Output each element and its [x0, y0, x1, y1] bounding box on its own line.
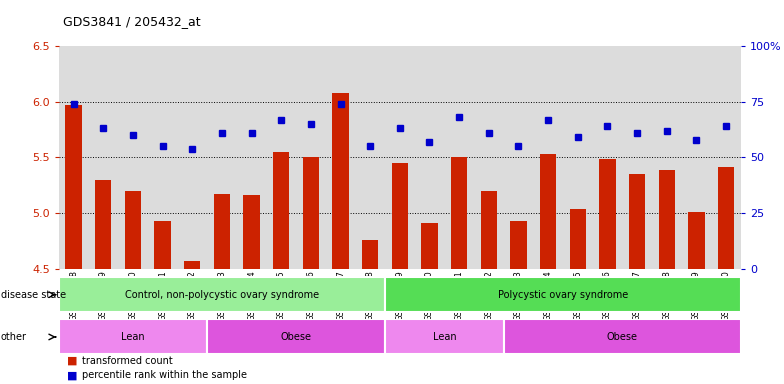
Text: Lean: Lean	[433, 332, 456, 342]
Bar	[540, 154, 557, 269]
Bar	[392, 163, 408, 269]
Bar	[599, 159, 615, 269]
Bar	[125, 191, 141, 269]
Bar	[214, 194, 230, 269]
Text: Control, non-polycystic ovary syndrome: Control, non-polycystic ovary syndrome	[125, 290, 319, 300]
Text: transformed count: transformed count	[82, 356, 173, 366]
Bar	[303, 157, 319, 269]
Bar	[481, 191, 497, 269]
Bar	[207, 319, 385, 354]
Text: other: other	[1, 332, 27, 342]
Bar	[688, 212, 705, 269]
Text: Polycystic ovary syndrome: Polycystic ovary syndrome	[498, 290, 628, 300]
Bar	[332, 93, 349, 269]
Bar	[154, 221, 171, 269]
Bar	[503, 319, 741, 354]
Text: GDS3841 / 205432_at: GDS3841 / 205432_at	[63, 15, 201, 28]
Bar	[510, 221, 527, 269]
Bar	[184, 261, 201, 269]
Bar	[718, 167, 734, 269]
Bar	[59, 277, 385, 312]
Bar	[66, 105, 82, 269]
Text: ■: ■	[67, 370, 77, 380]
Text: Obese: Obese	[607, 332, 637, 342]
Bar	[629, 174, 645, 269]
Bar	[451, 157, 467, 269]
Text: Obese: Obese	[281, 332, 311, 342]
Bar	[659, 170, 675, 269]
Bar	[243, 195, 260, 269]
Bar	[362, 240, 379, 269]
Bar	[59, 319, 207, 354]
Text: disease state: disease state	[1, 290, 66, 300]
Text: ■: ■	[67, 356, 77, 366]
Bar	[385, 277, 741, 312]
Text: percentile rank within the sample: percentile rank within the sample	[82, 370, 247, 380]
Bar	[385, 319, 503, 354]
Bar	[273, 152, 289, 269]
Bar	[570, 209, 586, 269]
Text: Lean: Lean	[121, 332, 145, 342]
Bar	[95, 180, 111, 269]
Bar	[421, 223, 437, 269]
